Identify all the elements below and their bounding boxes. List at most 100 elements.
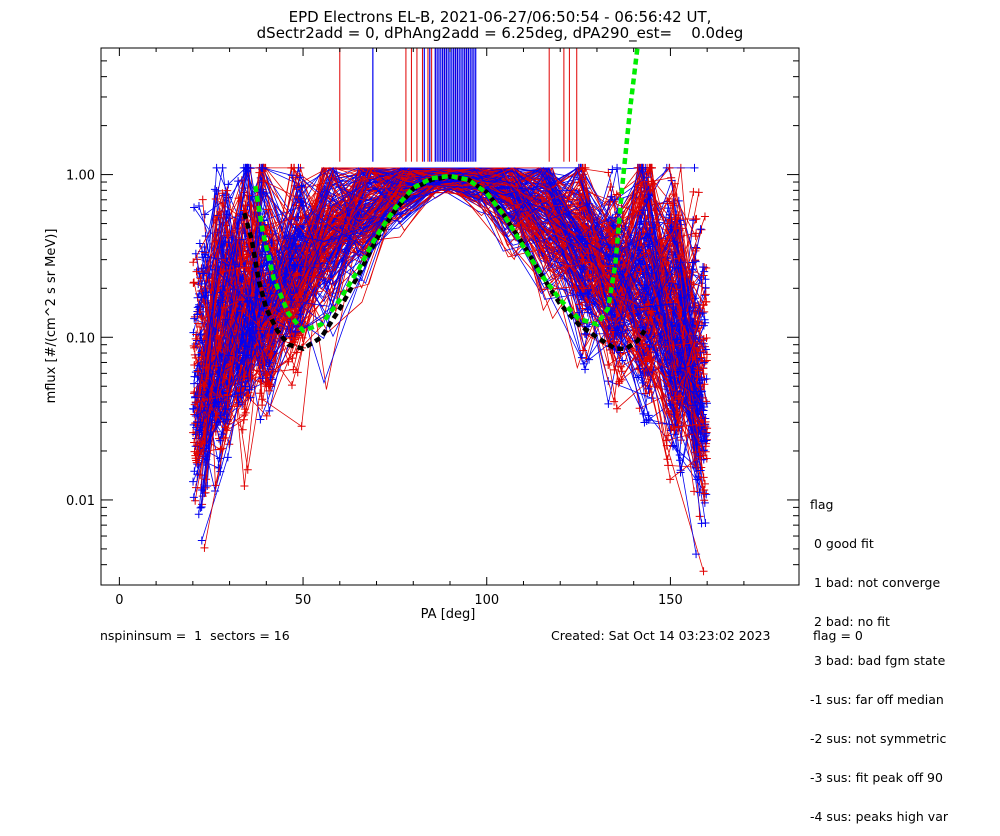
flux-point-marker xyxy=(222,415,231,424)
flux-point-marker xyxy=(642,173,651,182)
flux-point-marker xyxy=(702,436,711,445)
flux-trace xyxy=(196,167,701,481)
chart-title-line-1: EPD Electrons EL-B, 2021-06-27/06:50:54 … xyxy=(288,8,712,26)
footer-created: Created: Sat Oct 14 03:23:02 2023 xyxy=(551,628,771,643)
flux-point-marker xyxy=(647,163,656,172)
flux-point-marker xyxy=(611,300,620,309)
flux-point-marker xyxy=(693,373,702,382)
flux-point-marker xyxy=(287,254,296,263)
flux-point-marker xyxy=(645,230,654,239)
flux-point-marker xyxy=(701,519,710,528)
flux-point-marker xyxy=(224,180,233,189)
flux-point-marker xyxy=(197,503,206,512)
flux-point-marker xyxy=(581,365,590,374)
flux-point-marker xyxy=(238,306,247,315)
flux-point-marker xyxy=(609,221,618,230)
flux-point-marker xyxy=(265,406,274,415)
flux-point-marker xyxy=(690,487,699,496)
flux-point-marker xyxy=(639,206,648,215)
flux-point-marker xyxy=(695,392,704,401)
flux-point-marker xyxy=(195,391,204,400)
flux-point-marker xyxy=(297,198,306,207)
flux-point-marker xyxy=(236,389,245,398)
flux-point-marker xyxy=(189,477,198,486)
flux-point-marker xyxy=(676,364,685,373)
flux-point-marker xyxy=(221,433,230,442)
flux-point-marker xyxy=(574,238,583,247)
flux-point-marker xyxy=(195,239,204,248)
pitch-angle-chart: 0 50 100 150 0.01 0.10 1.00 PA [deg] mflux [#/… xyxy=(44,47,800,622)
flux-point-marker xyxy=(579,346,588,355)
flux-point-marker xyxy=(212,186,221,195)
flux-point-marker xyxy=(635,356,644,365)
flux-point-marker xyxy=(647,307,656,316)
flux-point-marker xyxy=(189,258,198,267)
flux-point-marker xyxy=(233,393,242,402)
flux-point-marker xyxy=(196,330,205,339)
flux-point-marker xyxy=(193,310,202,319)
flux-trace xyxy=(203,166,708,429)
flux-point-marker xyxy=(644,300,653,309)
flux-point-marker xyxy=(197,348,206,357)
flux-point-marker xyxy=(298,214,307,223)
flux-point-marker xyxy=(690,163,699,172)
flux-point-marker xyxy=(699,321,708,330)
flux-point-marker xyxy=(197,485,206,494)
flux-point-marker xyxy=(696,452,705,461)
flux-point-marker xyxy=(223,315,232,324)
flux-point-marker xyxy=(292,293,301,302)
flux-point-marker xyxy=(241,338,250,347)
flux-point-marker xyxy=(584,258,593,267)
flux-point-marker xyxy=(669,341,678,350)
flux-point-marker xyxy=(689,401,698,410)
flux-point-marker xyxy=(614,379,623,388)
flux-point-marker xyxy=(265,342,274,351)
flux-point-marker xyxy=(218,189,227,198)
flux-point-marker xyxy=(191,496,200,505)
flux-point-marker xyxy=(218,430,227,439)
flux-point-marker xyxy=(692,441,701,450)
flux-point-marker xyxy=(616,267,625,276)
flux-point-marker xyxy=(695,405,704,414)
flux-point-marker xyxy=(222,287,231,296)
flux-point-marker xyxy=(584,249,593,258)
flux-point-marker xyxy=(287,381,296,390)
flux-point-marker xyxy=(675,348,684,357)
flux-point-marker xyxy=(194,202,203,211)
flux-point-marker xyxy=(191,249,200,258)
flux-point-marker xyxy=(665,163,674,172)
flux-point-marker xyxy=(263,222,272,231)
flux-point-marker xyxy=(290,163,299,172)
flux-point-marker xyxy=(191,353,200,362)
flux-point-marker xyxy=(669,300,678,309)
y-tick-label: 1.00 xyxy=(66,169,95,184)
flux-point-marker xyxy=(202,363,211,372)
flux-point-marker xyxy=(198,195,207,204)
x-tick-label: 100 xyxy=(474,593,499,608)
flux-point-marker xyxy=(286,334,295,343)
flux-point-marker xyxy=(695,512,704,521)
flux-point-marker xyxy=(696,466,705,475)
flux-point-marker xyxy=(240,239,249,248)
flux-point-marker xyxy=(585,355,594,364)
flux-point-marker xyxy=(211,265,220,274)
flux-point-marker xyxy=(242,250,251,259)
flux-point-marker xyxy=(242,350,251,359)
flux-point-marker xyxy=(673,387,682,396)
flux-point-marker xyxy=(700,358,709,367)
flux-point-marker xyxy=(212,398,221,407)
flux-point-marker xyxy=(192,267,201,276)
flux-point-marker xyxy=(190,314,199,323)
flux-point-marker xyxy=(604,168,613,177)
flux-point-marker xyxy=(223,453,232,462)
y-tick-label: 0.10 xyxy=(66,331,95,346)
flux-point-marker xyxy=(670,423,679,432)
flux-point-marker xyxy=(189,278,198,287)
legend-title: flag xyxy=(810,497,834,512)
flux-point-marker xyxy=(667,318,676,327)
flux-point-marker xyxy=(245,266,254,275)
flux-point-marker xyxy=(700,315,709,324)
flux-point-marker xyxy=(693,475,702,484)
flux-point-marker xyxy=(691,246,700,255)
flux-trace xyxy=(205,176,694,458)
